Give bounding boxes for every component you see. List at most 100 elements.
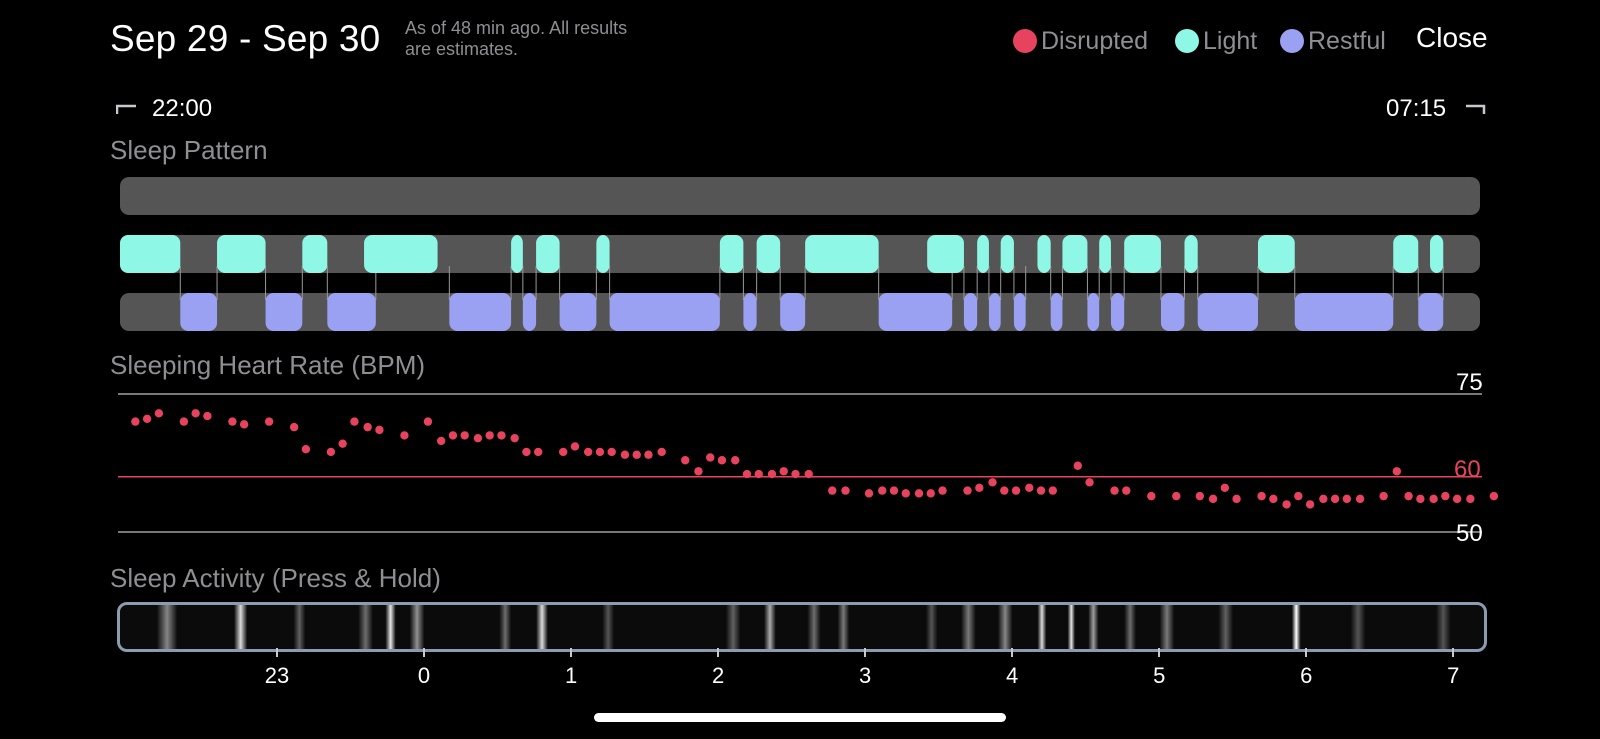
heart-rate-point xyxy=(1011,486,1021,495)
restful-segment xyxy=(1013,293,1026,331)
heart-rate-point xyxy=(534,447,543,457)
heart-rate-point xyxy=(878,486,887,495)
heart-rate-point xyxy=(681,456,690,465)
start-time: 22:00 xyxy=(152,95,213,122)
light-segment xyxy=(1062,235,1088,273)
activity-band xyxy=(764,605,776,649)
heart-rate-point xyxy=(1048,486,1058,495)
heart-rate-point xyxy=(1195,491,1205,501)
axis-tick-label: 6 xyxy=(1300,663,1313,688)
heart-rate-point xyxy=(460,431,469,440)
light-segment xyxy=(927,235,964,273)
activity-band xyxy=(837,605,850,649)
heart-rate-point xyxy=(363,422,372,432)
axis-tick xyxy=(423,648,426,657)
page-title: Sep 29 - Sep 30 xyxy=(110,18,381,59)
heart-rate-title: Sleeping Heart Rate (BPM) xyxy=(110,350,426,380)
heart-rate-point xyxy=(1073,461,1082,470)
restful-segments xyxy=(180,293,1444,331)
heart-rate-point xyxy=(191,409,200,418)
legend-disrupted: Disrupted xyxy=(1013,26,1148,56)
heart-rate-point xyxy=(1232,494,1241,504)
heart-rate-point xyxy=(889,486,899,495)
heart-rate-point xyxy=(1392,467,1402,476)
axis-tick-label: 1 xyxy=(564,663,578,688)
heart-rate-point xyxy=(570,442,580,451)
heart-rate-point xyxy=(717,456,727,465)
activity-band xyxy=(1124,605,1137,649)
restful-segment xyxy=(1294,293,1394,331)
heart-rate-point xyxy=(1379,491,1388,501)
heart-rate-point xyxy=(864,489,874,498)
light-segment xyxy=(536,235,560,273)
heart-rate-point xyxy=(289,422,299,432)
restful-segment xyxy=(1160,293,1185,331)
heart-rate-point xyxy=(1319,494,1328,504)
heart-rate-point xyxy=(423,417,433,426)
restful-segment xyxy=(1197,293,1258,331)
heart-rate-point xyxy=(497,431,506,440)
heart-rate-point xyxy=(1208,494,1218,504)
legend-light: Light xyxy=(1175,26,1257,56)
heart-rate-point xyxy=(1036,486,1046,495)
light-segment xyxy=(1037,235,1051,273)
heart-rate-point xyxy=(154,409,164,418)
bracket-start-icon xyxy=(116,104,136,114)
heart-rate-point xyxy=(1466,494,1475,504)
heart-rate-point xyxy=(375,425,384,435)
activity-band xyxy=(234,605,248,649)
heart-rate-point xyxy=(620,450,630,459)
light-segment xyxy=(302,235,328,273)
heart-rate-point xyxy=(1294,491,1303,501)
heart-rate-point xyxy=(1416,494,1425,504)
axis-tick-label: 0 xyxy=(417,663,431,688)
light-segment xyxy=(364,235,438,273)
axis-tick-label: 7 xyxy=(1447,663,1460,688)
sleep-pattern-chart[interactable] xyxy=(0,170,1600,340)
activity-band xyxy=(1435,605,1451,649)
axis-tick-label: 5 xyxy=(1153,663,1166,688)
heart-rate-point xyxy=(914,489,924,498)
light-dot-icon xyxy=(1175,29,1199,53)
heart-rate-point xyxy=(1404,491,1413,501)
heart-rate-point xyxy=(142,414,152,424)
legend-label-disrupted: Disrupted xyxy=(1041,26,1148,55)
heart-rate-point xyxy=(326,447,336,457)
activity-band xyxy=(358,605,373,649)
restful-segment xyxy=(878,293,953,331)
light-segment xyxy=(1099,235,1111,273)
restful-segment xyxy=(522,293,537,331)
heart-rate-point xyxy=(1305,500,1315,509)
activity-band xyxy=(961,605,976,649)
heart-rate-point xyxy=(239,420,249,429)
axis-tick xyxy=(717,648,720,657)
light-segment xyxy=(719,235,744,273)
heart-rate-points xyxy=(131,409,1499,509)
heart-rate-point xyxy=(448,431,458,440)
light-segment xyxy=(756,235,781,273)
sleep-activity-strip[interactable] xyxy=(117,602,1487,652)
heart-rate-point xyxy=(1441,491,1450,501)
heart-rate-point xyxy=(510,433,519,443)
heart-rate-chart[interactable] xyxy=(0,370,1600,550)
heart-rate-point xyxy=(988,478,997,487)
light-segment xyxy=(1000,235,1014,273)
axis-tick-label: 23 xyxy=(264,663,290,688)
legend-restful: Restful xyxy=(1280,26,1386,56)
light-segments xyxy=(120,235,1444,273)
restful-segment xyxy=(1418,293,1444,331)
axis-tick-label: 3 xyxy=(859,663,872,688)
home-indicator[interactable] xyxy=(594,713,1006,722)
restful-segment xyxy=(963,293,978,331)
light-segment xyxy=(1184,235,1198,273)
restful-segment xyxy=(1110,293,1125,331)
axis-tick xyxy=(1452,648,1455,657)
axis-tick xyxy=(864,648,867,657)
as-of-line-1: As of 48 min ago. All results xyxy=(405,18,628,38)
heart-rate-point xyxy=(767,469,777,479)
activity-band xyxy=(499,605,512,649)
scale-label-60: 60 xyxy=(1454,456,1481,483)
close-button[interactable]: Close xyxy=(1416,22,1488,53)
activity-band xyxy=(385,605,396,649)
light-segment xyxy=(1257,235,1295,273)
